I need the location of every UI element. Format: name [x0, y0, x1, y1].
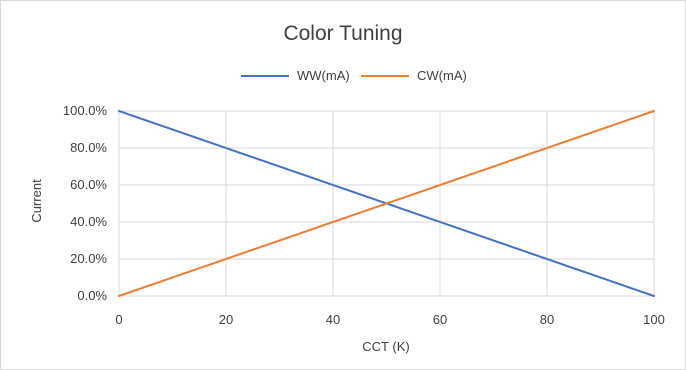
x-tick-label: 100	[643, 312, 665, 327]
chart-title: Color Tuning	[283, 22, 402, 45]
y-tick-label: 100.0%	[63, 103, 108, 118]
x-tick-label: 20	[219, 312, 233, 327]
y-tick-label: 20.0%	[70, 251, 107, 266]
plot-grid	[118, 110, 655, 297]
legend: WW(mA) CW(mA)	[241, 68, 467, 83]
x-tick-label: 80	[540, 312, 554, 327]
y-tick-label: 0.0%	[77, 288, 107, 303]
y-tick-label: 80.0%	[70, 140, 107, 155]
legend-label-1: WW(mA)	[297, 68, 350, 83]
x-axis-label: CCT (K)	[362, 339, 409, 354]
y-tick-label: 60.0%	[70, 177, 107, 192]
y-axis-label: Current	[29, 179, 44, 223]
legend-label-2: CW(mA)	[417, 68, 467, 83]
axis-ticks: 0.0% 20.0% 40.0% 60.0% 80.0% 100.0% 0 20 40 60 80 1…	[63, 103, 665, 327]
data-series	[118, 110, 655, 297]
x-tick-label: 0	[115, 312, 122, 327]
series-line-2	[118, 110, 655, 297]
x-tick-label: 40	[326, 312, 340, 327]
x-tick-label: 60	[433, 312, 447, 327]
y-tick-label: 40.0%	[70, 214, 107, 229]
